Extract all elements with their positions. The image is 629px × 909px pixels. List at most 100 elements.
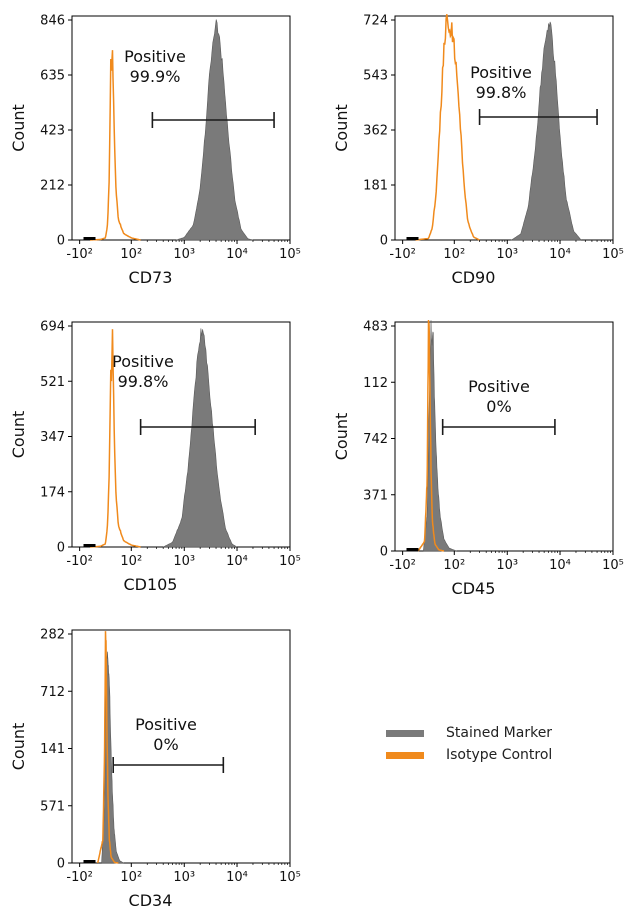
- x-tick-label-cd34-3: 10⁴: [226, 870, 248, 885]
- x-axis-label-cd105: CD105: [123, 575, 177, 594]
- y-tick-label-cd45-4: 483: [363, 320, 388, 335]
- histogram-cd90-svg: 0 181 362 543 724 -10² 10² 10³ 10⁴ 10⁵ CD90 Count Po…: [332, 14, 624, 288]
- stained-marker-area-cd105: [163, 328, 238, 548]
- baseline-marker-cd73: [83, 237, 96, 240]
- histogram-panel-cd73: 0 212 423 635 846 -10² 10² 10³ 10⁴ 10⁵ CD73 Count Po…: [0, 0, 310, 295]
- x-tick-label-cd105-3: 10⁴: [226, 554, 248, 569]
- histogram-panel-cd45: 0 371 742 112 483 -10² 10² 10³ 10⁴ 10⁵ CD45 Count Po…: [323, 310, 629, 605]
- y-tick-label-cd105-4: 694: [40, 320, 65, 335]
- y-tick-label-cd73-4: 846: [40, 14, 65, 29]
- x-tick-label-cd34-4: 10⁵: [279, 870, 301, 885]
- isotype-control-line-cd73: [90, 50, 141, 241]
- x-tick-label-cd90-2: 10³: [496, 247, 518, 262]
- gate-label-positive-cd105: Positive: [112, 352, 174, 371]
- y-tick-label-cd105-3: 521: [40, 375, 65, 390]
- y-tick-label-cd73-1: 212: [40, 179, 65, 194]
- gate-label-positive-cd73: Positive: [124, 47, 186, 66]
- y-tick-label-cd34-4: 282: [40, 628, 65, 643]
- y-tick-label-cd105-1: 174: [40, 485, 65, 500]
- y-tick-label-cd90-0: 0: [380, 234, 388, 249]
- x-tick-label-cd73-2: 10³: [173, 247, 195, 262]
- y-tick-label-cd45-1: 371: [363, 488, 388, 503]
- x-tick-label-cd45-1: 10²: [443, 558, 465, 573]
- legend-item-isotype-control: Isotype Control: [386, 744, 606, 766]
- x-tick-label-cd45-2: 10³: [496, 558, 518, 573]
- x-tick-label-cd45-4: 10⁵: [602, 558, 624, 573]
- x-tick-label-cd90-3: 10⁴: [549, 247, 571, 262]
- x-axis-label-cd90: CD90: [452, 268, 496, 287]
- y-tick-label-cd90-1: 181: [363, 179, 388, 194]
- histogram-cd45-svg: 0 371 742 112 483 -10² 10² 10³ 10⁴ 10⁵ CD45 Count Po…: [332, 319, 624, 599]
- y-axis-label-cd34: Count: [9, 723, 28, 771]
- y-axis-label-cd90: Count: [332, 104, 351, 152]
- x-tick-label-cd105-2: 10³: [173, 554, 195, 569]
- baseline-marker-cd90: [406, 237, 419, 240]
- y-tick-label-cd45-3: 112: [363, 376, 388, 391]
- x-tick-label-cd73-1: 10²: [120, 247, 142, 262]
- x-tick-label-cd90-0: -10²: [389, 247, 415, 262]
- plot-area-cd105: [71, 321, 291, 548]
- gate-label-percent-cd45: 0%: [486, 397, 511, 416]
- legend-item-stained-marker: Stained Marker: [386, 722, 606, 744]
- x-tick-label-cd90-1: 10²: [443, 247, 465, 262]
- y-tick-label-cd90-2: 362: [363, 124, 388, 139]
- gate-label-positive-cd45: Positive: [468, 377, 530, 396]
- histogram-cd105-svg: 0 174 347 521 694 -10² 10² 10³ 10⁴ 10⁵ CD105 Count P…: [9, 320, 301, 595]
- y-tick-label-cd45-0: 0: [380, 545, 388, 560]
- y-tick-label-cd90-3: 543: [363, 69, 388, 84]
- y-tick-label-cd45-2: 742: [363, 432, 388, 447]
- y-tick-label-cd34-0: 0: [57, 857, 65, 872]
- legend-swatch-isotype: [386, 751, 424, 759]
- baseline-marker-cd105: [83, 544, 96, 547]
- histogram-cd73-svg: 0 212 423 635 846 -10² 10² 10³ 10⁴ 10⁵ CD73 Count Po…: [9, 14, 301, 288]
- x-tick-label-cd73-3: 10⁴: [226, 247, 248, 262]
- x-tick-label-cd34-2: 10³: [173, 870, 195, 885]
- stained-marker-area-cd90: [510, 21, 582, 241]
- baseline-marker-cd34: [83, 860, 96, 863]
- x-tick-label-cd73-4: 10⁵: [279, 247, 301, 262]
- y-tick-label-cd73-3: 635: [40, 69, 65, 84]
- y-tick-label-cd34-1: 571: [40, 799, 65, 814]
- isotype-control-line-cd90: [415, 14, 480, 241]
- chart-legend: Stained Marker Isotype Control: [386, 722, 606, 766]
- y-tick-label-cd34-2: 141: [40, 742, 65, 757]
- x-axis-label-cd45: CD45: [452, 579, 496, 598]
- isotype-control-line-cd45: [417, 319, 445, 552]
- x-tick-label-cd34-1: 10²: [120, 870, 142, 885]
- y-tick-label-cd105-0: 0: [57, 541, 65, 556]
- gate-label-percent-cd34: 0%: [153, 735, 178, 754]
- y-axis-label-cd73: Count: [9, 104, 28, 152]
- y-tick-label-cd90-4: 724: [363, 14, 388, 29]
- baseline-marker-cd45: [406, 548, 419, 551]
- y-tick-label-cd105-2: 347: [40, 430, 65, 445]
- legend-label-isotype: Isotype Control: [446, 747, 553, 763]
- isotype-control-line-cd105: [90, 329, 141, 548]
- y-axis-label-cd105: Count: [9, 411, 28, 459]
- y-tick-label-cd73-0: 0: [57, 234, 65, 249]
- y-tick-label-cd73-2: 423: [40, 124, 65, 139]
- x-axis-label-cd34: CD34: [129, 891, 173, 909]
- gate-label-percent-cd105: 99.8%: [118, 372, 169, 391]
- x-tick-label-cd34-0: -10²: [66, 870, 92, 885]
- legend-swatch-stained: [386, 729, 424, 737]
- stained-marker-area-cd73: [175, 19, 254, 241]
- x-axis-label-cd73: CD73: [129, 268, 173, 287]
- histogram-cd34-svg: 0 571 141 712 282 -10² 10² 10³ 10⁴ 10⁵ CD34 Count Po…: [9, 628, 301, 909]
- gate-label-positive-cd90: Positive: [470, 63, 532, 82]
- isotype-control-line-cd34: [96, 631, 119, 864]
- histogram-panel-cd90: 0 181 362 543 724 -10² 10² 10³ 10⁴ 10⁵ CD90 Count Po…: [323, 0, 629, 295]
- histogram-panel-cd34: 0 571 141 712 282 -10² 10² 10³ 10⁴ 10⁵ CD34 Count Po…: [0, 620, 310, 909]
- x-tick-label-cd105-0: -10²: [66, 554, 92, 569]
- y-axis-label-cd45: Count: [332, 413, 351, 461]
- gate-label-percent-cd73: 99.9%: [130, 67, 181, 86]
- y-tick-label-cd34-3: 712: [40, 685, 65, 700]
- x-tick-label-cd105-1: 10²: [120, 554, 142, 569]
- gate-label-percent-cd90: 99.8%: [476, 83, 527, 102]
- x-tick-label-cd90-4: 10⁵: [602, 247, 624, 262]
- legend-label-stained: Stained Marker: [446, 725, 553, 741]
- x-tick-label-cd45-3: 10⁴: [549, 558, 571, 573]
- plot-area-cd90: [394, 15, 614, 241]
- x-tick-label-cd105-4: 10⁵: [279, 554, 301, 569]
- histogram-panel-cd105: 0 174 347 521 694 -10² 10² 10³ 10⁴ 10⁵ CD105 Count P…: [0, 310, 310, 605]
- x-tick-label-cd45-0: -10²: [389, 558, 415, 573]
